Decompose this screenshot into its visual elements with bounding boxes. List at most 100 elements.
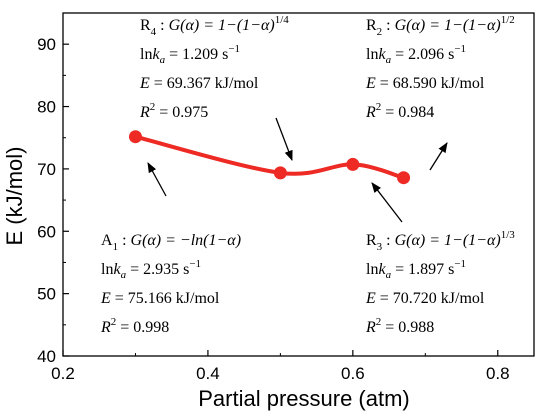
annotation-arrow: [371, 182, 403, 223]
y-tick-label: 50: [37, 285, 56, 304]
lnk-sub: a: [386, 54, 392, 66]
energy-symbol: E: [100, 290, 111, 307]
energy-value: = 68.590 kJ/mol: [376, 75, 485, 92]
energy-symbol: E: [365, 290, 376, 307]
lnk-ln: ln: [366, 261, 378, 278]
annotation-energy: E = 70.720 kJ/mol: [365, 290, 485, 307]
annotation-energy: E = 69.367 kJ/mol: [139, 75, 259, 92]
series-line: [133, 134, 406, 180]
lnk-k: k: [113, 261, 121, 278]
annotation-model-label: R2 : G(α) = 1−(1−α)1/2: [366, 14, 515, 38]
model-colon: :: [382, 232, 394, 249]
g-exponent: 1/3: [501, 229, 516, 241]
annotation-model-label: R4 : G(α) = 1−(1−α)1/4: [140, 14, 289, 38]
model-prefix: R: [366, 17, 377, 34]
y-tick-label: 80: [37, 98, 56, 117]
x-tick-label: 0.2: [51, 364, 75, 383]
energy-symbol: E: [365, 75, 376, 92]
lnk-ln: ln: [366, 46, 378, 63]
annotation-a1: A1 : G(α) = −ln(1−α) lnka = 2.935 s−1 E = …: [100, 232, 241, 336]
energy-value: = 69.367 kJ/mol: [150, 75, 259, 92]
r2-symbol: R: [139, 104, 150, 121]
r2-value: = 0.984: [381, 104, 434, 121]
data-point: [346, 157, 360, 171]
axes-layer: 0.2 0.4 0.6 0.8 40 50 60 70 80 90: [37, 12, 535, 383]
lnk-value: = 2.096 s: [391, 46, 454, 63]
annotation-arrow: [147, 162, 167, 197]
annotation-lnk: lnka = 1.209 s−1: [140, 43, 240, 66]
y-tick-label: 60: [37, 222, 56, 241]
lnk-k: k: [152, 46, 160, 63]
lnk-value: = 1.209 s: [165, 46, 228, 63]
annotation-r2: R2 = 0.984: [365, 101, 434, 121]
lnk-value: = 2.935 s: [126, 261, 189, 278]
lnk-sub: a: [121, 269, 127, 281]
x-tick-label: 0.6: [341, 364, 365, 383]
annotation-arrow: [275, 117, 293, 161]
g-function: G(α) = 1−(1−α): [395, 17, 501, 34]
energy-symbol: E: [139, 75, 150, 92]
arrows-layer: [147, 117, 448, 223]
lnk-exponent: −1: [454, 43, 466, 55]
annotation-lnk: lnka = 2.935 s−1: [101, 258, 201, 281]
x-axis-title: Partial pressure (atm): [198, 386, 410, 411]
model-index: 4: [151, 26, 157, 38]
y-tick-label: 90: [37, 35, 56, 54]
g-exponent: 1/4: [275, 14, 290, 26]
r2-symbol: R: [365, 104, 376, 121]
lnk-k: k: [378, 261, 386, 278]
annotation-energy: E = 75.166 kJ/mol: [100, 290, 220, 307]
annotation-model-label: R3 : G(α) = 1−(1−α)1/3: [366, 229, 515, 253]
annotation-r2: R2 = 0.998: [100, 316, 169, 336]
r2-exponent: 2: [376, 101, 382, 113]
model-colon: :: [156, 17, 168, 34]
model-index: 2: [377, 26, 383, 38]
model-prefix: R: [140, 17, 151, 34]
r2-value: = 0.998: [116, 319, 169, 336]
annotation-energy: E = 68.590 kJ/mol: [365, 75, 485, 92]
r2-exponent: 2: [111, 316, 117, 328]
curve-layer: [133, 134, 406, 180]
annotation-lnk: lnka = 2.096 s−1: [366, 43, 466, 66]
lnk-k: k: [378, 46, 386, 63]
model-prefix: R: [366, 232, 377, 249]
annotation-arrow: [429, 142, 448, 171]
annotation-r2: R2 = 0.975: [139, 101, 208, 121]
model-colon: :: [118, 232, 130, 249]
annotation-r2: R2 : G(α) = 1−(1−α)1/2 lnka = 2.096 s−1 E …: [365, 14, 515, 121]
g-function: G(α) = 1−(1−α): [169, 17, 275, 34]
lnk-ln: ln: [140, 46, 152, 63]
r2-exponent: 2: [376, 316, 382, 328]
annotation-r3: R3 : G(α) = 1−(1−α)1/3 lnka = 1.897 s−1 E …: [365, 229, 515, 336]
energy-value: = 70.720 kJ/mol: [376, 290, 485, 307]
r2-value: = 0.975: [155, 104, 208, 121]
lnk-exponent: −1: [228, 43, 240, 55]
lnk-exponent: −1: [189, 258, 201, 270]
y-axis-title: E (kJ/mol): [2, 147, 27, 246]
plot-frame: [62, 12, 535, 357]
data-point: [128, 130, 142, 144]
energy-value: = 75.166 kJ/mol: [111, 290, 220, 307]
g-function: G(α) = 1−(1−α): [395, 232, 501, 249]
r2-exponent: 2: [150, 101, 156, 113]
x-tick-label: 0.8: [486, 364, 510, 383]
y-tick-label: 70: [37, 160, 56, 179]
lnk-exponent: −1: [454, 258, 466, 270]
model-index: 3: [377, 241, 383, 253]
points-layer: [128, 130, 411, 185]
annotations-layer: A1 : G(α) = −ln(1−α)lnka = 2.935 s−1E = …: [100, 14, 515, 336]
r2-value: = 0.988: [381, 319, 434, 336]
r2-symbol: R: [100, 319, 111, 336]
annotation-lnk: lnka = 1.897 s−1: [366, 258, 466, 281]
g-exponent: 1/2: [501, 14, 515, 26]
data-point: [273, 166, 287, 180]
model-index: 1: [113, 241, 119, 253]
annotation-model-label: A1 : G(α) = −ln(1−α): [101, 232, 241, 253]
x-tick-label: 0.4: [196, 364, 220, 383]
lnk-value: = 1.897 s: [391, 261, 454, 278]
annotation-r2: R2 = 0.988: [365, 316, 434, 336]
data-point: [397, 171, 411, 185]
y-tick-label: 40: [37, 347, 56, 366]
